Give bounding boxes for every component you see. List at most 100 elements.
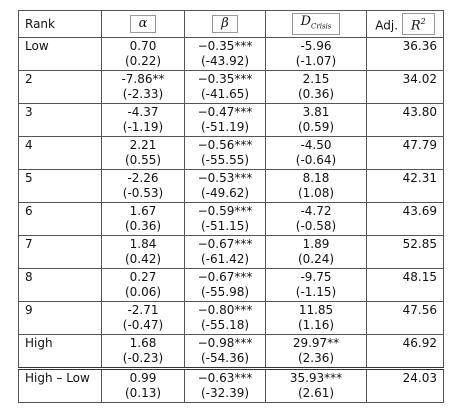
t-stat: (-41.65) <box>200 87 250 101</box>
alpha-cell: 0.27 (0.06) <box>101 268 185 302</box>
estimate: −0.35*** <box>197 72 253 86</box>
rank-cell: Low <box>18 37 102 71</box>
t-stat: (-51.15) <box>200 219 250 233</box>
table-row: 5 -2.26 (-0.53) −0.53*** (-49.62) 8.18 (1.08) 4… <box>18 169 444 203</box>
t-stat: (-0.58) <box>295 219 337 233</box>
r2-cell: 36.36 <box>366 37 444 71</box>
crisis-cell: 35.93*** (2.61) <box>265 367 367 403</box>
estimate: −0.63*** <box>197 371 253 385</box>
t-stat: (0.22) <box>124 54 162 68</box>
rank-cell: 2 <box>18 70 102 104</box>
estimate: 0.99 <box>129 371 157 385</box>
estimate: −0.67*** <box>197 270 253 284</box>
t-stat: (-54.36) <box>200 351 250 365</box>
symbol: α <box>129 15 157 33</box>
table-row: 7 1.84 (0.42) −0.67*** (-61.42) 1.89 (0.24) 52.… <box>18 235 444 269</box>
alpha-cell: 2.21 (0.55) <box>101 136 185 170</box>
table-row: 6 1.67 (0.36) −0.59*** (-51.15) -4.72 (-0.58) 4… <box>18 202 444 236</box>
header-cell: DCrisis <box>265 10 367 38</box>
t-stat: (-55.98) <box>200 285 250 299</box>
beta-cell: −0.98*** (-54.36) <box>184 334 266 369</box>
t-stat: (0.24) <box>297 252 335 266</box>
rank-cell: High <box>18 334 102 369</box>
crisis-cell: -9.75 (-1.15) <box>265 268 367 302</box>
estimate: -4.50 <box>300 138 332 152</box>
estimate: 3.81 <box>302 105 330 119</box>
beta-cell: −0.35*** (-43.92) <box>184 37 266 71</box>
rank-cell: 7 <box>18 235 102 269</box>
estimate: −0.35*** <box>197 39 253 53</box>
table-row: 3 -4.37 (-1.19) −0.47*** (-51.19) 3.81 (0.59) 4… <box>18 103 444 137</box>
beta-cell: −0.35*** (-41.65) <box>184 70 266 104</box>
beta-cell: −0.53*** (-49.62) <box>184 169 266 203</box>
table-row: High – Low 0.99 (0.13) −0.63*** (-32.39) 35.9… <box>18 367 444 403</box>
prefix: Adj. <box>375 18 399 33</box>
estimate: 8.18 <box>302 171 330 185</box>
table-row: 9 -2.71 (-0.47) −0.80*** (-55.18) 11.85 (1.16)… <box>18 301 444 335</box>
t-stat: (0.59) <box>297 120 335 134</box>
rank-cell: 8 <box>18 268 102 302</box>
results-table: Rank α β DCrisis Adj. R2 Low 0.70 (0.22) −0… <box>18 10 444 403</box>
symbol-main: D <box>300 13 312 29</box>
beta-cell: −0.56*** (-55.55) <box>184 136 266 170</box>
header-cell: Adj. R2 <box>366 10 444 38</box>
t-stat: (0.36) <box>297 87 335 101</box>
estimate: −0.56*** <box>197 138 253 152</box>
estimate: 2.15 <box>302 72 330 86</box>
t-stat: (-0.53) <box>122 186 164 200</box>
beta-cell: −0.47*** (-51.19) <box>184 103 266 137</box>
alpha-cell: 1.84 (0.42) <box>101 235 185 269</box>
table-body: Low 0.70 (0.22) −0.35*** (-43.92) -5.96 (-1.07… <box>18 37 444 403</box>
t-stat: (0.13) <box>124 386 162 400</box>
symbol-main: R <box>410 18 421 34</box>
estimate: 1.84 <box>129 237 157 251</box>
rank-cell: 4 <box>18 136 102 170</box>
symbol-sup: 2 <box>420 16 426 26</box>
estimate: -9.75 <box>300 270 332 284</box>
t-stat: (0.42) <box>124 252 162 266</box>
estimate: 1.67 <box>129 204 157 218</box>
alpha-cell: 1.68 (-0.23) <box>101 334 185 369</box>
crisis-cell: 2.15 (0.36) <box>265 70 367 104</box>
table-row: High 1.68 (-0.23) −0.98*** (-54.36) 29.97** (2… <box>18 334 444 369</box>
crisis-cell: -5.96 (-1.07) <box>265 37 367 71</box>
crisis-cell: 1.89 (0.24) <box>265 235 367 269</box>
t-stat: (-1.15) <box>295 285 337 299</box>
estimate: -5.96 <box>300 39 332 53</box>
t-stat: (-49.62) <box>200 186 250 200</box>
crisis-cell: 29.97** (2.36) <box>265 334 367 369</box>
r2-cell: 43.69 <box>366 202 444 236</box>
r2-cell: 52.85 <box>366 235 444 269</box>
estimate: 0.27 <box>129 270 157 284</box>
estimate: -4.37 <box>127 105 159 119</box>
r2-cell: 47.79 <box>366 136 444 170</box>
rank-cell: 5 <box>18 169 102 203</box>
t-stat: (0.36) <box>124 219 162 233</box>
t-stat: (-51.19) <box>200 120 250 134</box>
beta-cell: −0.67*** (-61.42) <box>184 235 266 269</box>
symbol: R2 <box>401 12 435 36</box>
t-stat: (-55.18) <box>200 318 250 332</box>
header-cell: Rank <box>18 10 102 38</box>
t-stat: (-0.64) <box>295 153 337 167</box>
estimate: 1.89 <box>302 237 330 251</box>
t-stat: (-0.47) <box>122 318 164 332</box>
estimate: 35.93*** <box>289 371 343 385</box>
estimate: 1.68 <box>129 336 157 350</box>
alpha-cell: 0.99 (0.13) <box>101 367 185 403</box>
r2-cell: 47.56 <box>366 301 444 335</box>
estimate: 2.21 <box>129 138 157 152</box>
r2-cell: 34.02 <box>366 70 444 104</box>
r2-cell: 43.80 <box>366 103 444 137</box>
crisis-cell: -4.50 (-0.64) <box>265 136 367 170</box>
table-row: 4 2.21 (0.55) −0.56*** (-55.55) -4.50 (-0.64) 4… <box>18 136 444 170</box>
symbol-sub: Crisis <box>311 22 332 31</box>
t-stat: (1.16) <box>297 318 335 332</box>
t-stat: (-1.07) <box>295 54 337 68</box>
alpha-cell: 1.67 (0.36) <box>101 202 185 236</box>
estimate: -7.86** <box>121 72 165 86</box>
header-cell: β <box>184 10 266 38</box>
r2-cell: 42.31 <box>366 169 444 203</box>
r2-cell: 48.15 <box>366 268 444 302</box>
